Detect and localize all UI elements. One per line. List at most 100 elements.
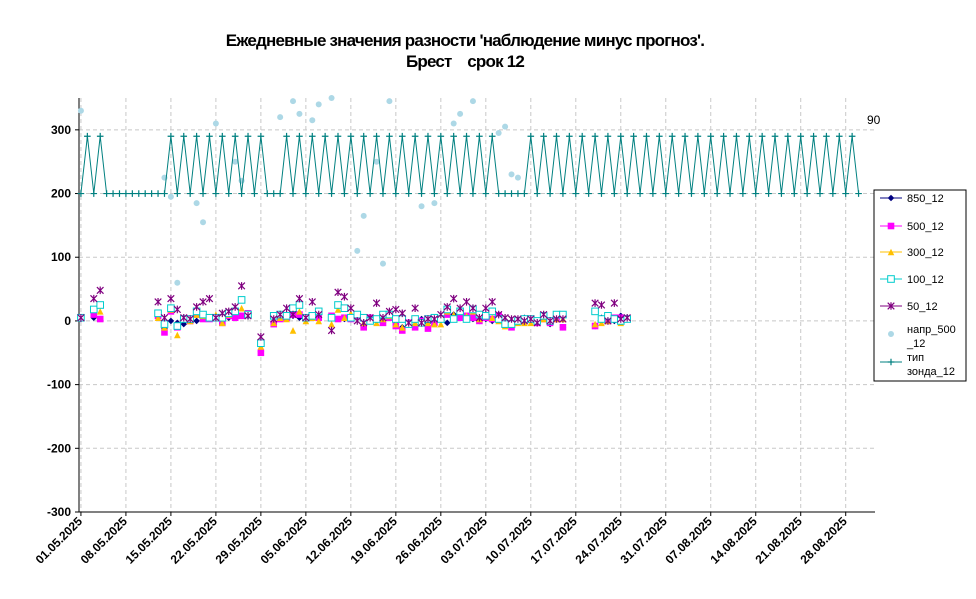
point-тип-зонда_12	[116, 190, 123, 197]
legend-box	[873, 189, 967, 382]
point-напр_500-_12	[450, 120, 457, 127]
point-300_12	[334, 306, 342, 313]
point-50_12	[404, 319, 413, 327]
point-100_12	[289, 304, 297, 312]
point-50_12	[231, 303, 239, 311]
point-тип-зонда_12	[623, 190, 631, 197]
point-300_12	[598, 319, 605, 327]
point-тип-зонда_12	[823, 132, 830, 140]
x-tick-label: 03.07.2025	[438, 514, 491, 567]
point-напр_500-_12	[232, 158, 239, 165]
point-тип-зонда_12	[566, 132, 573, 140]
legend-label-50_12: 50_12	[907, 301, 938, 313]
point-100_12	[199, 310, 207, 319]
point-50_12	[411, 304, 419, 312]
point-50_12	[314, 310, 323, 319]
point-тип-зонда_12	[334, 132, 342, 140]
plot-area	[79, 98, 875, 512]
x-tick-label: 31.07.2025	[618, 514, 671, 567]
point-50_12	[366, 313, 374, 322]
point-50_12	[494, 310, 503, 319]
point-тип-зонда_12	[469, 190, 477, 197]
point-тип-зонда_12	[553, 132, 560, 140]
point-напр_500-_12	[174, 279, 181, 286]
point-тип-зонда_12	[482, 190, 490, 197]
point-тип-зонда_12	[527, 132, 535, 140]
x-tick-label: 28.08.2025	[797, 514, 850, 567]
point-напр_500-_12	[379, 260, 386, 267]
point-50_12	[205, 294, 214, 303]
point-50_12	[154, 298, 162, 306]
point-тип-зонда_12	[148, 190, 155, 197]
point-тип-зонда_12	[572, 190, 580, 197]
x-tick-label: 17.07.2025	[528, 514, 581, 567]
point-тип-зонда_12	[386, 132, 393, 140]
legend-marker-300_12	[887, 248, 895, 256]
point-тип-зонда_12	[630, 132, 637, 140]
point-50_12	[270, 315, 278, 323]
point-тип-зонда_12	[360, 132, 368, 140]
point-50_12	[514, 315, 522, 323]
point-850_12	[443, 319, 451, 327]
point-50_12	[379, 313, 387, 322]
point-тип-зонда_12	[726, 190, 734, 197]
point-тип-зонда_12	[829, 190, 837, 197]
point-тип-зонда_12	[611, 190, 618, 197]
point-300_12	[296, 308, 303, 315]
point-тип-зонда_12	[296, 132, 303, 140]
point-тип-зонда_12	[257, 132, 265, 140]
point-100_12	[282, 312, 291, 320]
point-тип-зонда_12	[238, 190, 245, 197]
point-тип-зонда_12	[129, 190, 136, 197]
annotation-label: 90	[867, 113, 881, 127]
point-тип-зонда_12	[848, 132, 856, 140]
point-тип-зонда_12	[225, 190, 233, 197]
point-300_12	[154, 314, 162, 322]
point-50_12	[539, 310, 548, 319]
point-тип-зонда_12	[315, 190, 323, 197]
point-50_12	[186, 315, 194, 323]
point-50_12	[199, 298, 207, 306]
point-напр_500-_12	[431, 200, 438, 207]
point-тип-зонда_12	[456, 190, 464, 197]
point-100_12	[340, 304, 349, 312]
point-тип-зонда_12	[842, 190, 850, 197]
point-тип-зонда_12	[578, 132, 586, 140]
point-напр_500-_12	[502, 123, 509, 130]
point-50_12	[302, 313, 310, 322]
point-50_12	[225, 307, 233, 316]
point-50_12	[289, 310, 297, 319]
point-тип-зонда_12	[251, 190, 258, 197]
point-300_12	[398, 323, 406, 331]
point-тип-зонда_12	[604, 132, 612, 140]
point-50_12	[218, 309, 227, 318]
point-тип-зонда_12	[701, 190, 708, 197]
point-тип-зонда_12	[476, 132, 483, 140]
point-500_12	[231, 314, 239, 322]
point-тип-зонда_12	[411, 132, 419, 140]
point-тип-зонда_12	[643, 132, 650, 140]
point-100_12	[482, 312, 490, 320]
point-напр_500-_12	[309, 117, 316, 124]
chart-title-line1: Ежедневные значения разности 'наблюдение…	[225, 31, 705, 50]
point-50_12	[527, 315, 535, 323]
point-напр_500-_12	[212, 120, 219, 127]
point-тип-зонда_12	[514, 190, 522, 197]
series-line-тип-зонда_12	[80, 136, 860, 194]
point-тип-зонда_12	[816, 190, 824, 197]
point-850_12	[167, 317, 175, 325]
point-100_12	[295, 301, 304, 309]
point-50_12	[482, 304, 490, 312]
point-тип-зонда_12	[771, 132, 779, 140]
point-тип-зонда_12	[636, 190, 644, 197]
point-напр_500-_12	[469, 98, 476, 105]
point-тип-зонда_12	[193, 132, 200, 140]
point-тип-зонда_12	[778, 190, 785, 197]
point-напр_500-_12	[77, 107, 84, 114]
point-100_12	[372, 315, 381, 323]
point-300_12	[96, 308, 104, 315]
legend-marker-100_12	[887, 275, 895, 283]
legend-marker-50_12	[887, 302, 895, 310]
point-тип-зонда_12	[186, 190, 194, 197]
point-100_12	[591, 307, 599, 316]
